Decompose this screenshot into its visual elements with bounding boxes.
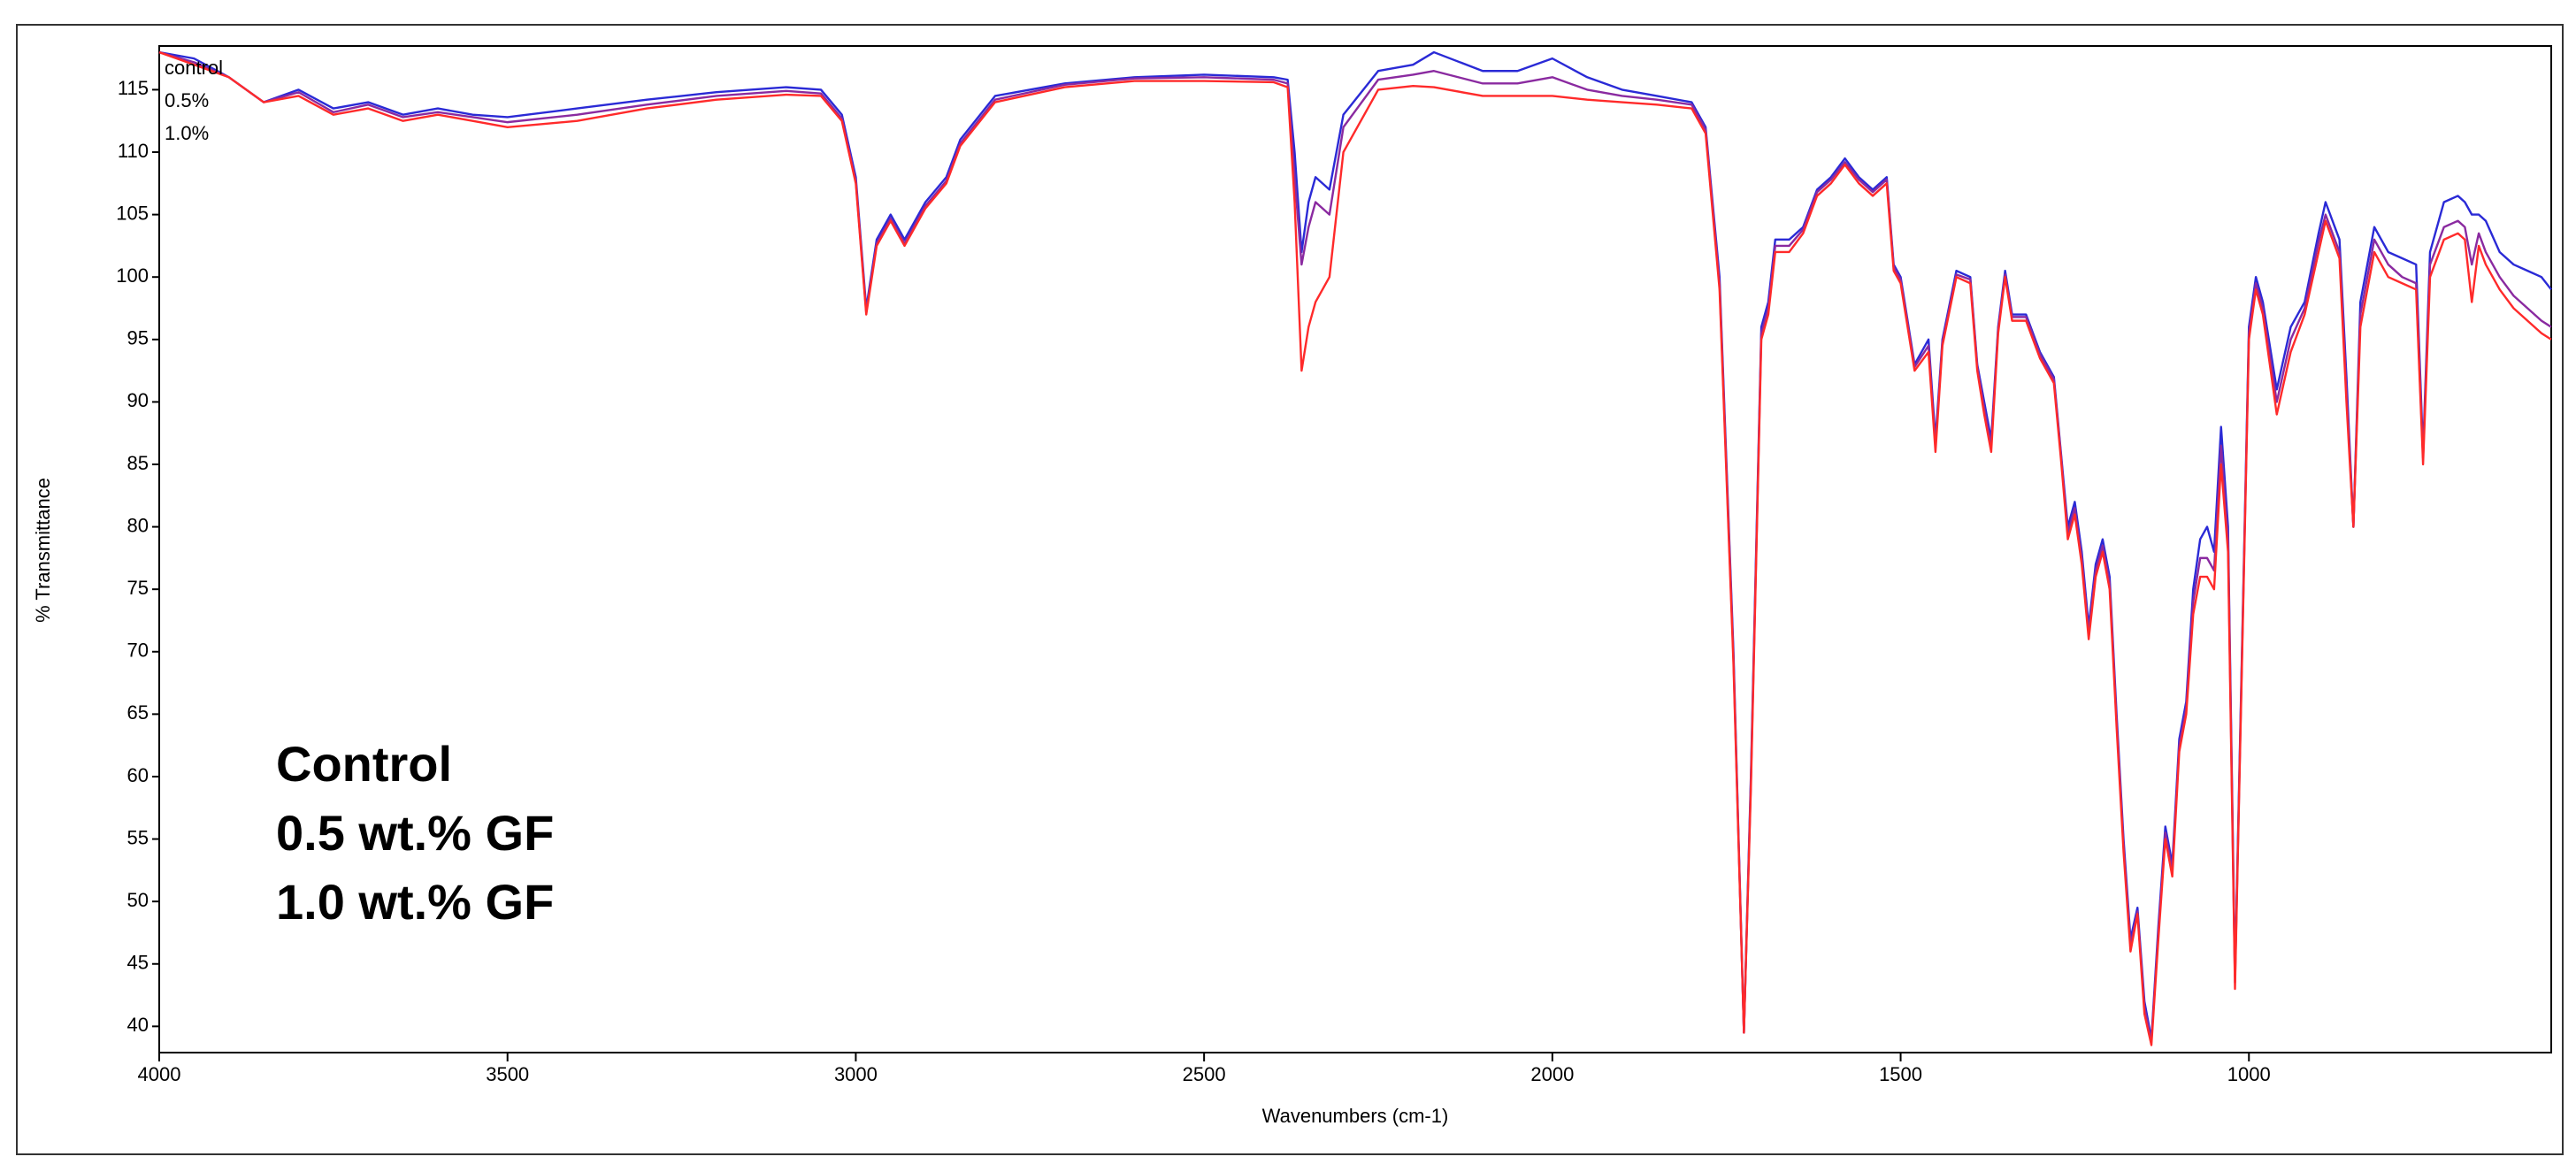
y-tick-label: 80 [127,514,149,536]
x-tick-label: 1000 [2227,1063,2271,1085]
annotation: 0.5 wt.% GF [276,805,554,861]
y-tick-label: 55 [127,826,149,848]
y-tick-label: 60 [127,764,149,786]
annotation: Control [276,736,452,792]
y-tick-label: 95 [127,327,149,349]
outer-frame [16,24,2564,1155]
y-tick-label: 85 [127,452,149,474]
legend-label: 1.0% [165,122,209,144]
y-tick-label: 75 [127,577,149,599]
x-axis-title: Wavenumbers (cm-1) [1262,1105,1449,1127]
y-tick-label: 70 [127,640,149,662]
legend-label: control [165,57,223,79]
x-tick-label: 4000 [138,1063,181,1085]
y-tick-label: 90 [127,389,149,411]
spectrum-line [158,50,2552,1046]
y-tick-label: 65 [127,701,149,724]
x-tick-label: 3000 [834,1063,878,1085]
annotation: 1.0 wt.% GF [276,874,554,930]
y-tick-label: 45 [127,952,149,974]
y-tick-label: 100 [116,264,149,287]
x-tick-label: 2000 [1530,1063,1574,1085]
y-axis-title: % Transmittance [32,478,54,623]
plot-frame [158,45,2552,1053]
x-tick-label: 3500 [486,1063,529,1085]
y-tick-label: 115 [118,77,149,99]
y-tick-label: 40 [127,1014,149,1036]
legend-label: 0.5% [165,89,209,111]
y-tick-label: 105 [116,202,149,224]
x-tick-label: 1500 [1879,1063,1922,1085]
x-tick-label: 2500 [1183,1063,1226,1085]
y-tick-label: 50 [127,889,149,911]
y-tick-label: 110 [118,140,149,162]
